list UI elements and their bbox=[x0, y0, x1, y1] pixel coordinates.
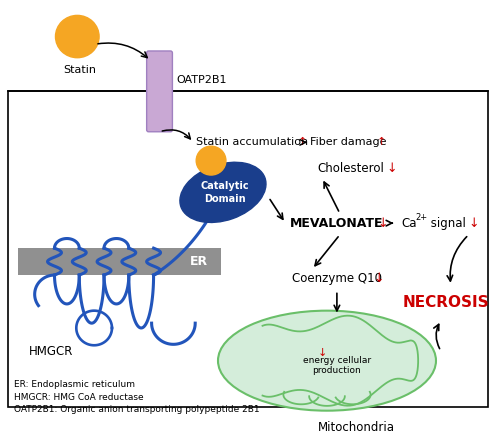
Text: ↓: ↓ bbox=[386, 162, 397, 175]
Text: MEVALONATE: MEVALONATE bbox=[290, 216, 384, 230]
Text: HMGCR: HMGCR bbox=[30, 345, 74, 358]
Bar bbox=[18, 248, 221, 275]
Text: ER: ER bbox=[190, 255, 208, 268]
Text: Statin: Statin bbox=[64, 65, 96, 76]
Text: OATP2B1: OATP2B1 bbox=[176, 75, 227, 85]
Text: NECROSIS: NECROSIS bbox=[402, 295, 489, 311]
Text: ↑: ↑ bbox=[376, 137, 386, 147]
Text: ↓: ↓ bbox=[378, 216, 388, 230]
Text: Ca: Ca bbox=[402, 216, 417, 230]
Text: ↑: ↑ bbox=[298, 137, 306, 147]
Circle shape bbox=[56, 16, 99, 58]
Text: Cholesterol: Cholesterol bbox=[317, 162, 384, 175]
Text: 2+: 2+ bbox=[415, 213, 428, 222]
Ellipse shape bbox=[180, 162, 266, 222]
Text: Fiber damage: Fiber damage bbox=[310, 137, 386, 147]
Text: ER: Endoplasmic reticulum: ER: Endoplasmic reticulum bbox=[14, 380, 135, 389]
Text: OATP2B1: Organic anion transporting polypeptide 2B1: OATP2B1: Organic anion transporting poly… bbox=[14, 405, 260, 414]
Text: Mitochondria: Mitochondria bbox=[318, 422, 395, 432]
Text: signal: signal bbox=[427, 216, 466, 230]
Text: Statin accumulation: Statin accumulation bbox=[196, 137, 308, 147]
Text: energy cellular
production: energy cellular production bbox=[303, 356, 371, 375]
Bar bbox=[8, 92, 488, 407]
Text: Catalytic
Domain: Catalytic Domain bbox=[200, 181, 249, 203]
Text: Coenzyme Q10: Coenzyme Q10 bbox=[292, 273, 382, 286]
Circle shape bbox=[196, 146, 226, 175]
Text: HMGCR: HMG CoA reductase: HMGCR: HMG CoA reductase bbox=[14, 393, 143, 402]
Text: ↓: ↓ bbox=[468, 216, 479, 230]
Text: ↓: ↓ bbox=[318, 348, 326, 358]
FancyBboxPatch shape bbox=[146, 51, 172, 132]
Text: ↓: ↓ bbox=[374, 273, 384, 286]
Ellipse shape bbox=[218, 311, 436, 411]
